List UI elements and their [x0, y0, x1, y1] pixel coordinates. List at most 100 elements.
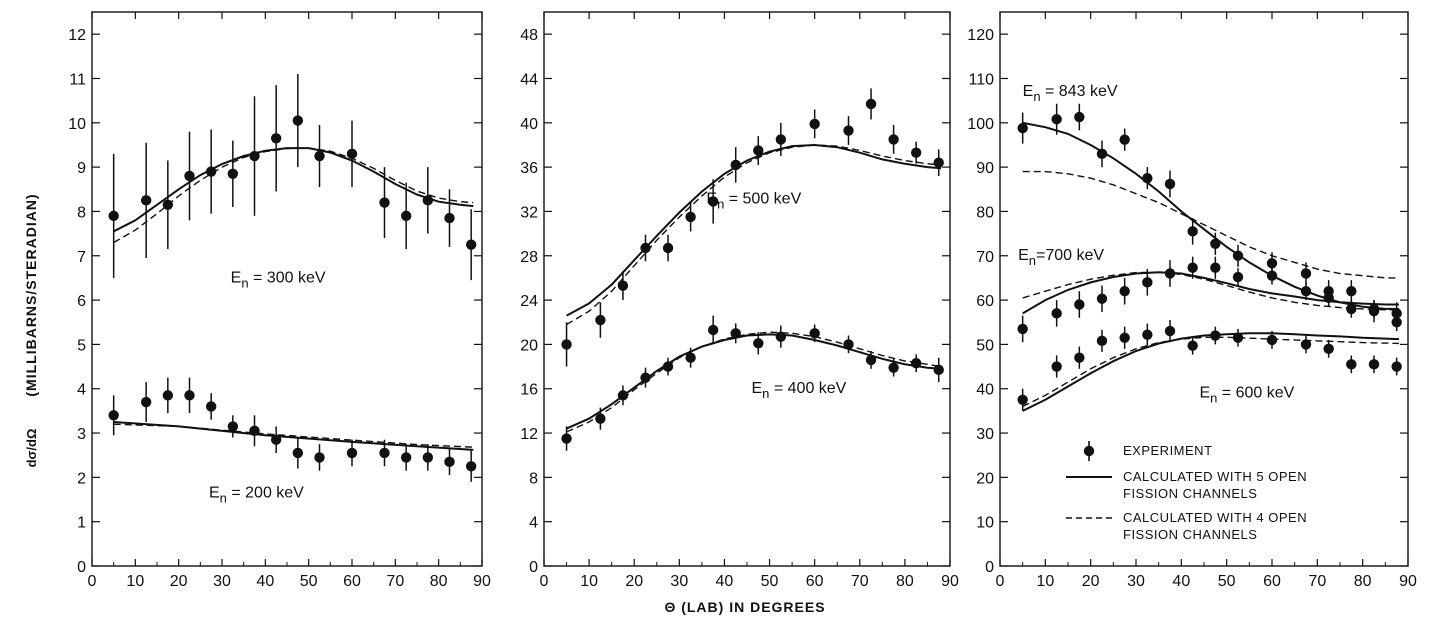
- y-tick-label: 4: [529, 515, 538, 532]
- data-point: [1142, 277, 1153, 288]
- data-point: [140, 396, 152, 408]
- x-tick-label: 60: [1263, 573, 1281, 590]
- y-tick-label: 3: [77, 426, 86, 443]
- y-tick-label: 12: [520, 426, 538, 443]
- y-tick-label: 10: [68, 116, 86, 133]
- legend-dashed-label-line1: CALCULATED WITH 4 OPEN: [1123, 510, 1307, 525]
- calc-5-channels-line: [113, 421, 474, 451]
- y-tick-label: 6: [77, 293, 86, 310]
- y-tick-label: 16: [520, 382, 538, 399]
- data-point: [1346, 359, 1357, 370]
- calc-5-channels-line: [1022, 271, 1399, 315]
- x-tick-label: 60: [343, 573, 361, 590]
- data-point: [205, 166, 217, 177]
- data-point: [1266, 258, 1278, 269]
- x-tick-label: 70: [386, 573, 404, 590]
- data-point: [465, 461, 477, 472]
- data-point: [809, 118, 820, 130]
- x-tick-label: 20: [625, 573, 643, 590]
- y-tick-label: 20: [976, 470, 994, 487]
- data-point: [1142, 329, 1153, 340]
- x-tick-label: 80: [430, 573, 448, 590]
- x-tick-label: 50: [1218, 573, 1236, 590]
- x-tick-label: 80: [896, 573, 914, 590]
- series-1-2: En = 200 keV: [108, 377, 477, 505]
- y-axis-label: (MILLIBARNS/STERADIAN): [23, 193, 39, 396]
- data-point: [1074, 111, 1085, 123]
- data-point: [775, 331, 787, 342]
- data-point: [314, 452, 325, 463]
- data-point: [1164, 325, 1176, 337]
- data-point: [910, 147, 922, 158]
- data-point: [1300, 286, 1312, 297]
- data-point: [292, 115, 304, 126]
- data-point: [1017, 394, 1028, 405]
- series-3-1: En = 843 keV: [1017, 83, 1402, 325]
- y-tick-label: 5: [77, 337, 86, 354]
- data-point: [346, 148, 358, 160]
- data-point: [270, 434, 282, 445]
- data-point: [910, 358, 922, 369]
- y-tick-label: 12: [68, 27, 86, 44]
- data-point: [617, 390, 629, 401]
- y-tick-label: 20: [520, 337, 538, 354]
- legend-solid-label-line2: FISSION CHANNELS: [1123, 486, 1257, 501]
- data-point: [270, 133, 282, 144]
- data-point: [379, 197, 390, 208]
- data-point: [730, 159, 741, 171]
- curve-label: En = 200 keV: [209, 484, 304, 505]
- data-point: [379, 447, 390, 459]
- x-tick-label: 70: [1308, 573, 1326, 590]
- data-point: [617, 280, 629, 291]
- x-tick-label: 40: [256, 573, 274, 590]
- y-tick-label: 0: [77, 559, 86, 576]
- data-point: [1346, 303, 1357, 315]
- series-3-2: En=700 keV: [1017, 247, 1402, 343]
- y-tick-label: 8: [77, 204, 86, 221]
- data-point: [1074, 299, 1085, 310]
- y-tick-label: 7: [77, 249, 86, 266]
- curve-label: En = 500 keV: [706, 191, 801, 212]
- y-tick-label: 100: [967, 116, 994, 133]
- data-point: [108, 210, 119, 222]
- series-1-1: En = 300 keV: [108, 74, 477, 290]
- data-point: [888, 134, 899, 145]
- y-axis-title: (MILLIBARNS/STERADIAN): [23, 193, 39, 396]
- data-point: [162, 199, 174, 210]
- curve-label: En = 843 keV: [1023, 83, 1118, 104]
- data-point: [249, 425, 260, 437]
- data-point: [685, 352, 696, 363]
- legend-experiment-label: EXPERIMENT: [1123, 443, 1213, 458]
- data-point: [184, 170, 195, 182]
- data-point: [465, 239, 477, 250]
- y-tick-label: 110: [968, 71, 994, 88]
- x-tick-label: 30: [213, 573, 231, 590]
- data-point: [1232, 250, 1244, 261]
- x-tick-label: 80: [1354, 573, 1372, 590]
- x-tick-label: 0: [540, 573, 549, 590]
- series-2-2: En = 400 keV: [561, 315, 944, 451]
- data-point: [662, 242, 674, 254]
- data-point: [865, 354, 877, 366]
- y-tick-label: 60: [976, 293, 994, 310]
- data-point: [595, 413, 606, 424]
- x-tick-label: 30: [670, 573, 688, 590]
- x-tick-label: 90: [1399, 573, 1417, 590]
- data-point: [1096, 148, 1108, 160]
- data-point: [561, 339, 572, 350]
- y-tick-label: 9: [77, 160, 86, 177]
- data-point: [1096, 293, 1108, 304]
- y-tick-label: 10: [976, 515, 994, 532]
- data-point: [1017, 323, 1028, 335]
- x-tick-label: 70: [851, 573, 869, 590]
- y-axis-symbol: dσ/dΩ: [24, 429, 39, 468]
- x-tick-label: 50: [300, 573, 318, 590]
- y-tick-label: 80: [976, 204, 994, 221]
- data-point: [422, 195, 434, 206]
- data-point: [400, 210, 412, 222]
- x-tick-label: 50: [761, 573, 779, 590]
- data-point: [685, 211, 696, 223]
